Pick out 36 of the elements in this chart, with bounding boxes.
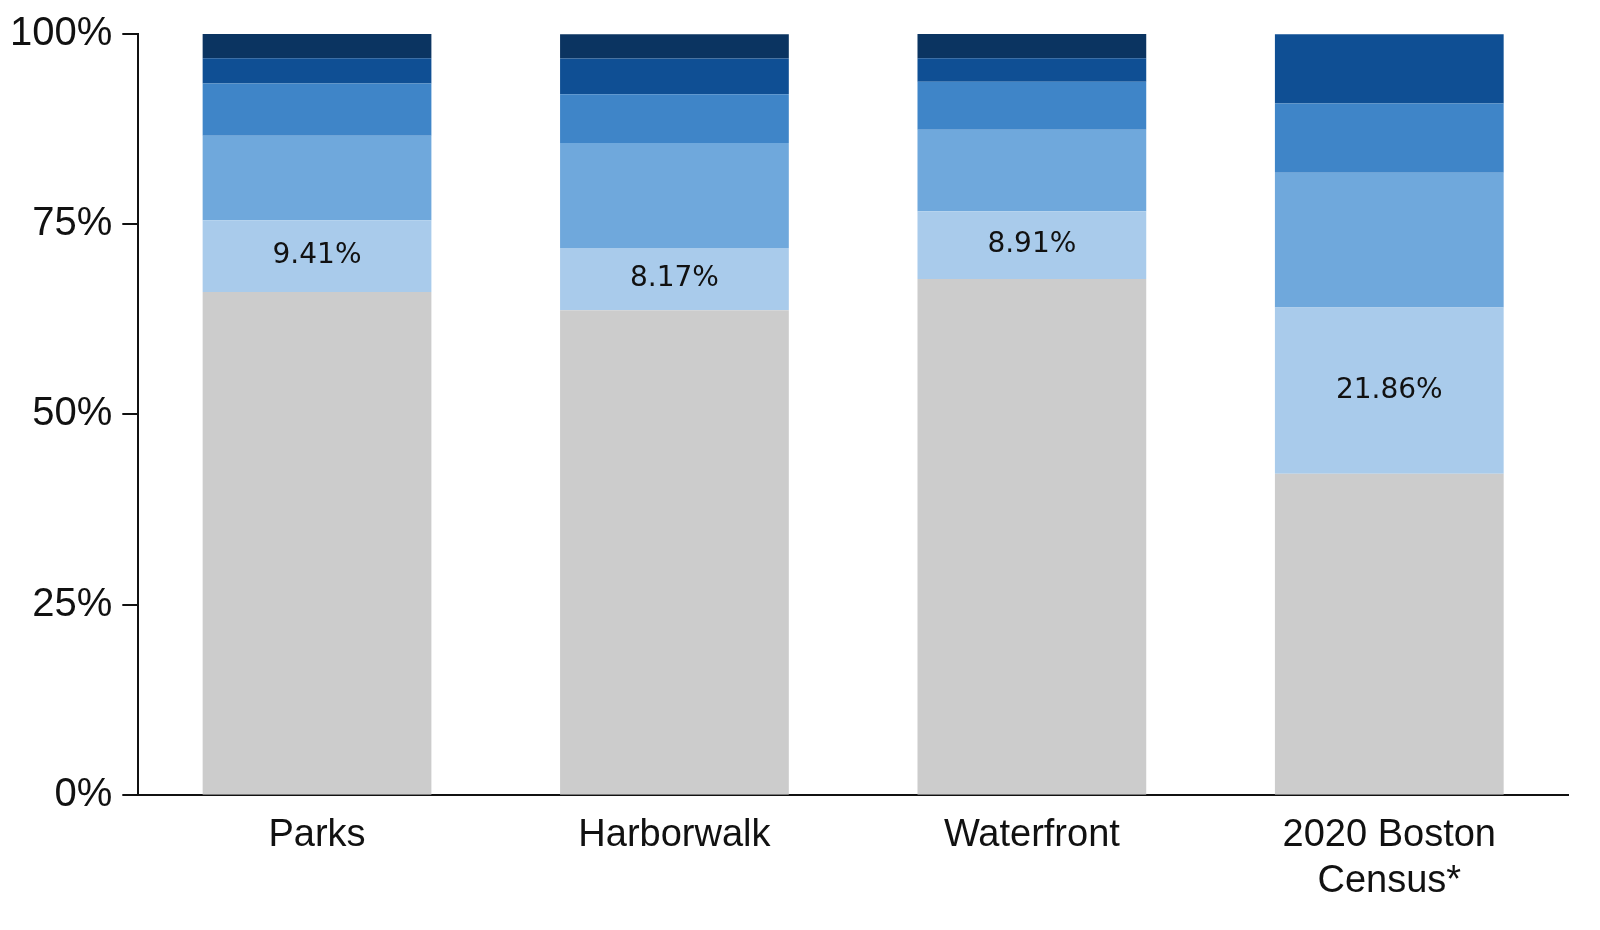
bar	[202, 220, 432, 292]
bar	[560, 248, 789, 311]
x-tick-label: Harborwalk	[578, 812, 772, 855]
bar	[202, 83, 432, 136]
bar	[202, 34, 432, 59]
x-tick-label: Parks	[268, 812, 366, 855]
y-tick-label: 50%	[32, 389, 113, 434]
data-label: 21.86%	[1335, 371, 1443, 405]
bar	[560, 58, 789, 95]
bar	[917, 129, 1147, 212]
bar	[1274, 103, 1504, 173]
bar	[917, 34, 1147, 59]
bar	[1274, 172, 1504, 308]
bar	[917, 81, 1147, 130]
y-tick-label: 100%	[9, 9, 113, 54]
bar	[560, 94, 789, 144]
bar	[917, 58, 1147, 82]
bar	[1274, 307, 1504, 474]
bar	[560, 34, 789, 59]
x-tick-label: 2020 Boston Census*	[1282, 812, 1496, 900]
data-label: 9.41%	[272, 237, 362, 271]
x-tick-label: Waterfront	[943, 812, 1121, 855]
bar	[1274, 473, 1504, 795]
bar	[202, 135, 432, 221]
y-tick-label: 25%	[32, 579, 113, 624]
y-tick-label: 75%	[32, 199, 113, 244]
bar	[917, 278, 1147, 795]
bar	[202, 58, 432, 84]
bar	[560, 143, 789, 249]
y-tick-label: 0%	[54, 769, 113, 814]
bar	[1274, 34, 1504, 104]
data-label: 8.17%	[629, 260, 719, 294]
data-label: 8.91%	[987, 226, 1077, 260]
bar	[202, 291, 432, 795]
bar	[560, 310, 789, 795]
bar	[917, 211, 1147, 279]
